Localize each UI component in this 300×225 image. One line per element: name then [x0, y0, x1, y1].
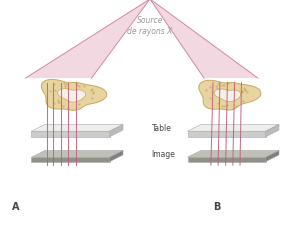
Polygon shape	[150, 0, 258, 79]
Text: B: B	[213, 202, 220, 211]
Polygon shape	[32, 132, 110, 137]
Polygon shape	[32, 151, 123, 157]
Polygon shape	[41, 80, 107, 111]
Text: Table: Table	[152, 124, 171, 133]
Polygon shape	[266, 125, 279, 137]
Polygon shape	[58, 89, 86, 103]
Text: Source
de rayons X: Source de rayons X	[127, 16, 173, 36]
Polygon shape	[188, 151, 279, 157]
Polygon shape	[188, 125, 279, 132]
Polygon shape	[26, 0, 150, 79]
Text: A: A	[12, 202, 20, 211]
Polygon shape	[214, 90, 241, 102]
Text: Image: Image	[152, 150, 176, 159]
Polygon shape	[188, 158, 266, 162]
Polygon shape	[266, 151, 279, 162]
Polygon shape	[199, 81, 261, 110]
Polygon shape	[110, 151, 123, 162]
Polygon shape	[110, 125, 123, 137]
Polygon shape	[32, 158, 110, 162]
Polygon shape	[32, 125, 123, 132]
Polygon shape	[188, 132, 266, 137]
